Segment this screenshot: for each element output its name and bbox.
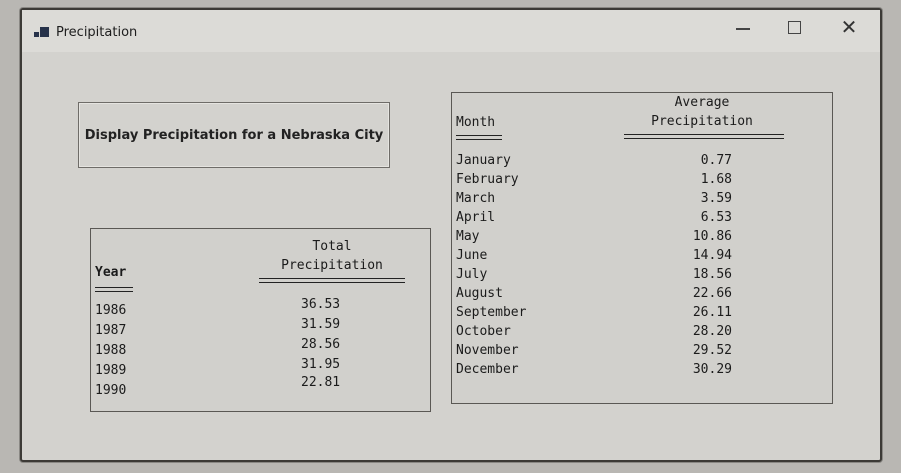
month-row: October — [456, 324, 511, 339]
month-row: June — [456, 248, 488, 263]
average-value: 28.20 — [692, 324, 732, 339]
average-value: 0.77 — [700, 153, 732, 168]
average-value: 30.29 — [692, 362, 732, 377]
month-row: November — [456, 343, 519, 358]
month-row: March — [456, 191, 496, 206]
year-row: 1989 — [95, 363, 127, 378]
year-row: 1987 — [95, 323, 127, 338]
year-row: 1986 — [95, 303, 127, 318]
title-bar: Precipitation ✕ — [22, 10, 880, 52]
display-precipitation-button[interactable]: Display Precipitation for a Nebraska Cit… — [78, 102, 390, 168]
app-icon — [34, 27, 50, 39]
average-header-line1: Average — [674, 95, 730, 110]
month-header: Month — [456, 115, 496, 130]
maximize-button[interactable] — [774, 14, 816, 42]
total-value: 31.95 — [301, 357, 341, 372]
year-header: Year — [95, 265, 127, 280]
average-value: 14.94 — [692, 248, 732, 263]
month-row: April — [456, 210, 496, 225]
monthly-precipitation-listbox[interactable]: Month Average Precipitation January Febr… — [451, 92, 833, 404]
minimize-button[interactable] — [722, 14, 764, 42]
annual-precipitation-listbox[interactable]: Year Total Precipitation 1986 1987 1988 … — [90, 228, 431, 412]
month-row: September — [456, 305, 527, 320]
average-value: 29.52 — [692, 343, 732, 358]
average-header-line2: Precipitation — [651, 114, 753, 129]
total-value: 36.53 — [301, 297, 341, 312]
year-row: 1990 — [95, 383, 127, 398]
close-button[interactable]: ✕ — [828, 14, 870, 42]
app-window: Precipitation ✕ Display Precipitation fo… — [20, 8, 882, 462]
average-value: 10.86 — [692, 229, 732, 244]
month-row: February — [456, 172, 519, 187]
total-header-line1: Total — [312, 239, 352, 254]
average-value: 6.53 — [700, 210, 732, 225]
total-header-underline — [259, 278, 405, 283]
month-row: August — [456, 286, 503, 301]
window-title: Precipitation — [56, 25, 138, 40]
month-row: January — [456, 153, 511, 168]
average-value: 18.56 — [692, 267, 732, 282]
total-header-line2: Precipitation — [281, 258, 383, 273]
close-icon: ✕ — [840, 15, 858, 39]
year-row: 1988 — [95, 343, 127, 358]
month-row: December — [456, 362, 519, 377]
average-value: 26.11 — [692, 305, 732, 320]
total-value: 28.56 — [301, 337, 341, 352]
month-header-underline — [456, 135, 502, 140]
average-value: 22.66 — [692, 286, 732, 301]
total-value: 22.81 — [301, 375, 341, 390]
minimize-icon — [736, 28, 750, 30]
average-header-underline — [624, 134, 784, 139]
average-value: 3.59 — [700, 191, 732, 206]
maximize-icon — [788, 21, 801, 34]
month-row: July — [456, 267, 488, 282]
year-header-underline — [95, 287, 133, 292]
total-value: 31.59 — [301, 317, 341, 332]
month-row: May — [456, 229, 480, 244]
average-value: 1.68 — [700, 172, 732, 187]
